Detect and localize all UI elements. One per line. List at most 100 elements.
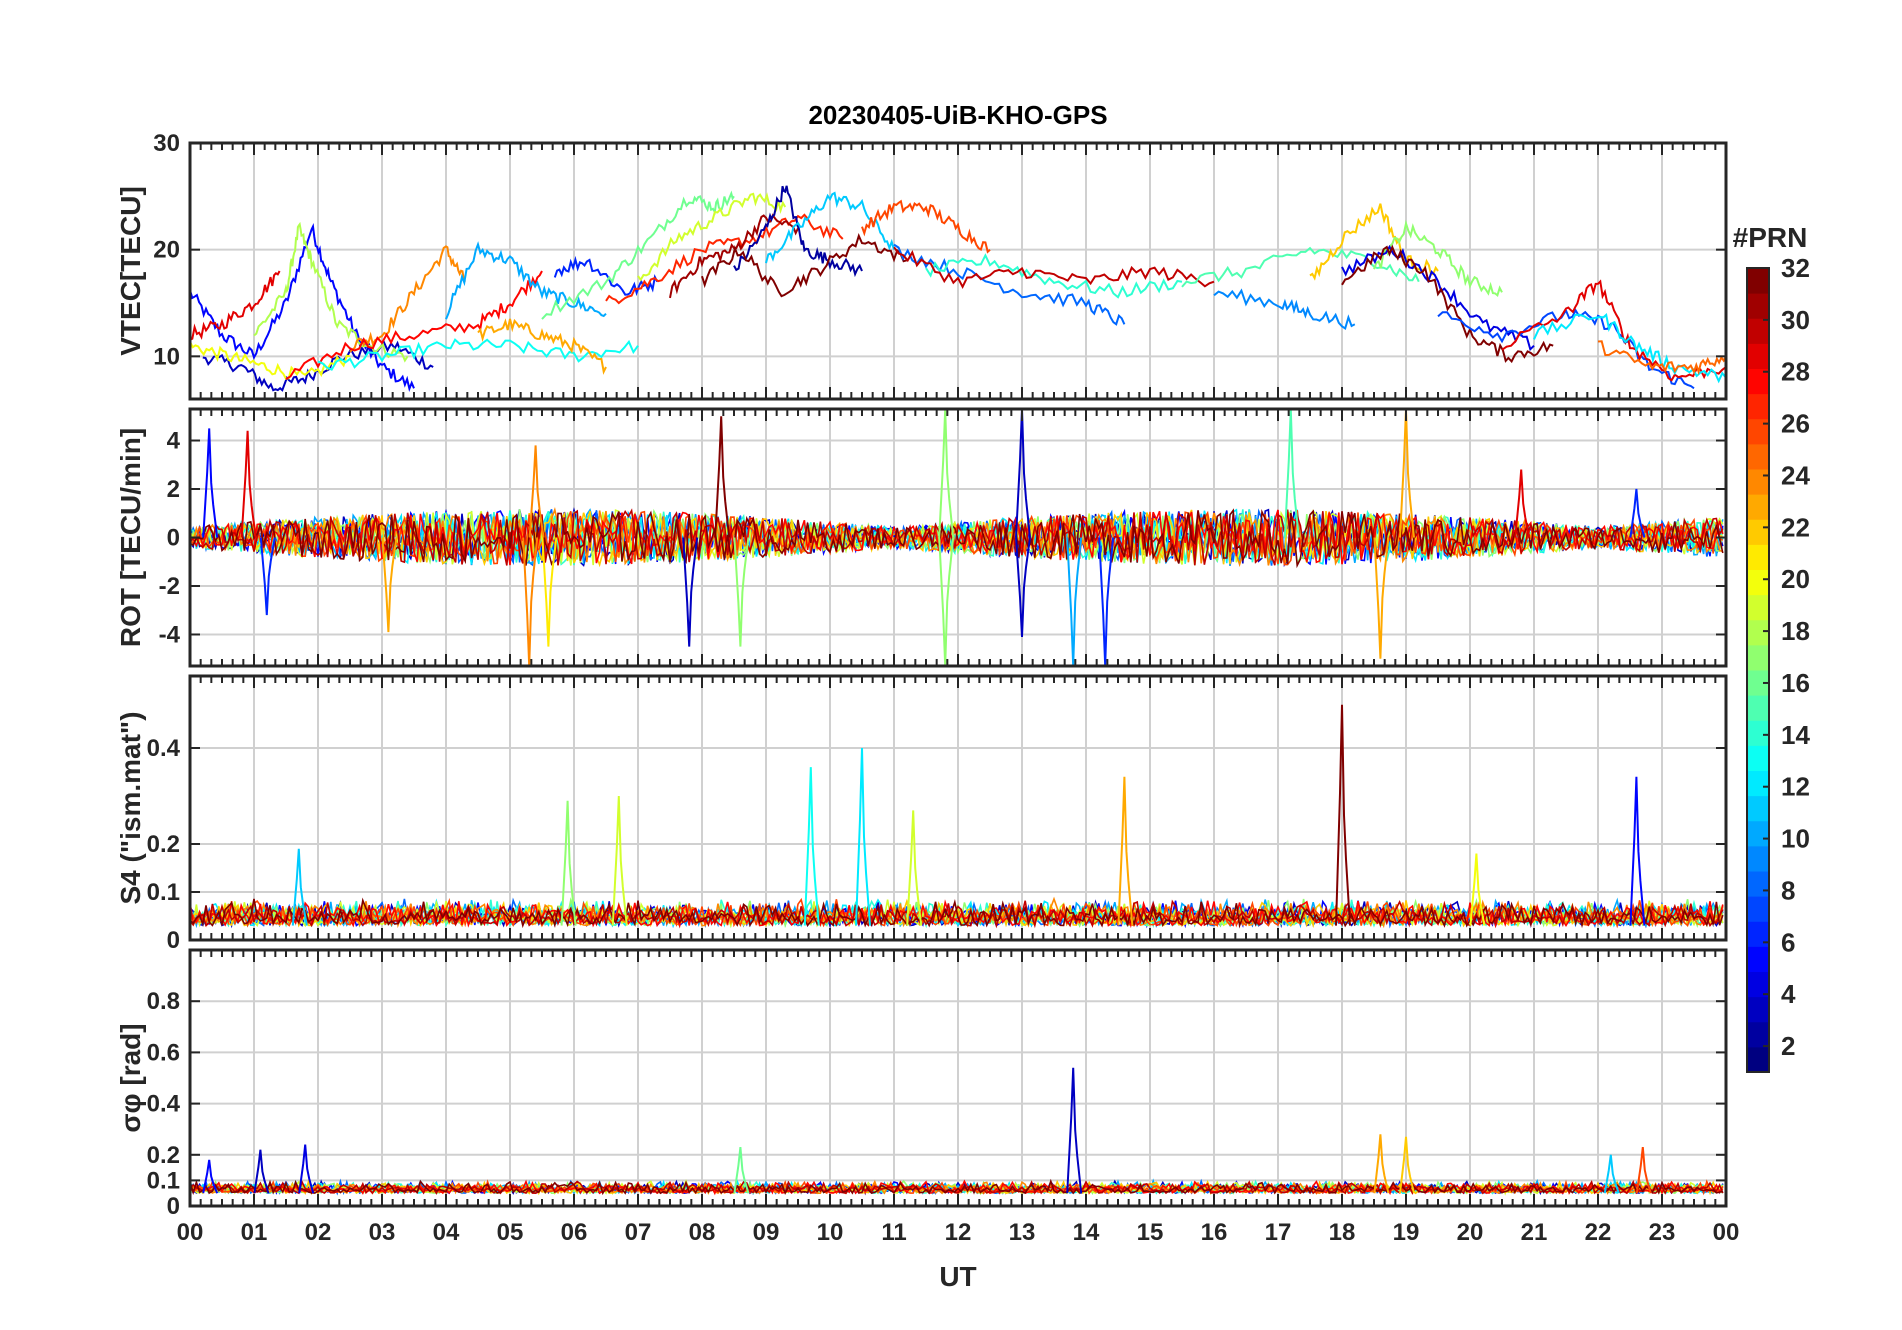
sigma-phi-panel: 00.10.2 0.4 0.6 0.8σφ [rad] xyxy=(115,948,1728,1220)
series-line xyxy=(445,241,607,320)
noise-trace xyxy=(190,899,1724,929)
y-tick-label: 20 xyxy=(153,237,180,264)
spike xyxy=(611,795,628,926)
noise-trace xyxy=(190,508,1724,566)
spike xyxy=(1117,776,1134,926)
y-tick-label: 0.4 xyxy=(147,735,181,762)
grid xyxy=(190,142,1726,399)
colorbar-tick-label: 22 xyxy=(1781,512,1810,542)
colorbar-swatch xyxy=(1747,795,1769,822)
x-ticks xyxy=(189,676,1727,940)
x-tick-label: 23 xyxy=(1649,1219,1676,1246)
series-line xyxy=(861,199,991,254)
x-axis-label: UT xyxy=(939,1261,976,1292)
colorbar-swatch xyxy=(1747,293,1769,319)
colorbar-swatch xyxy=(1747,820,1769,847)
spike xyxy=(202,428,219,538)
y-tick-label: 0.1 xyxy=(147,1167,180,1194)
spike xyxy=(1629,776,1646,926)
y-axis-label: S4 ("ism.mat") xyxy=(115,711,146,904)
spike xyxy=(528,445,545,538)
y-tick-label: 0 xyxy=(167,927,180,954)
colorbar-swatch xyxy=(1747,1046,1769,1073)
x-tick-label: 08 xyxy=(689,1219,716,1246)
series-group xyxy=(190,704,1724,929)
x-tick-label: 15 xyxy=(1137,1219,1164,1246)
x-tick-label: 19 xyxy=(1393,1219,1420,1246)
noise-trace xyxy=(190,897,1724,929)
series-group xyxy=(190,185,1726,393)
x-tick-label: 10 xyxy=(817,1219,844,1246)
x-tick-label: 07 xyxy=(625,1219,652,1246)
x-tick-label: 01 xyxy=(241,1219,268,1246)
colorbar-swatch xyxy=(1747,343,1769,369)
spike xyxy=(1514,469,1531,538)
x-tick-label: 20 xyxy=(1457,1219,1484,1246)
grid xyxy=(190,950,1726,1207)
series-line xyxy=(1437,308,1695,390)
series-line xyxy=(190,341,351,380)
y-tick-label: 30 xyxy=(153,130,180,157)
colorbar-tick-label: 28 xyxy=(1781,357,1810,387)
spike xyxy=(1373,1134,1390,1194)
colorbar-swatch xyxy=(1747,971,1769,998)
spike xyxy=(1399,1136,1415,1194)
colorbar-swatch xyxy=(1747,644,1769,671)
colorbar-tick-label: 30 xyxy=(1781,305,1810,335)
noise-trace xyxy=(190,1178,1723,1196)
colorbar-swatch xyxy=(1747,745,1769,771)
colorbar-swatch xyxy=(1747,946,1769,972)
series-line xyxy=(893,246,1215,290)
spike xyxy=(298,1144,315,1194)
colorbar-tick-label: 4 xyxy=(1781,979,1796,1009)
y-tick-label: 0.2 xyxy=(147,1142,180,1169)
series-line xyxy=(202,339,434,392)
colorbar-swatch xyxy=(1747,494,1769,520)
series-line xyxy=(1181,246,1420,288)
series-line xyxy=(190,223,415,393)
colorbar-swatch xyxy=(1747,393,1769,420)
colorbar-swatch xyxy=(1747,845,1769,872)
colorbar-swatch xyxy=(1747,1021,1769,1048)
series-line xyxy=(541,190,735,320)
colorbar-tick-label: 6 xyxy=(1781,927,1795,957)
colorbar-swatch xyxy=(1747,594,1769,621)
y-tick-label: 0 xyxy=(167,1193,180,1220)
series-line xyxy=(253,221,409,363)
series-line xyxy=(1533,312,1726,384)
y-tick-label: -2 xyxy=(159,573,180,600)
y-tick-label: 4 xyxy=(167,428,181,455)
spike xyxy=(1098,537,1115,666)
series-line xyxy=(1373,219,1503,298)
x-tick-label: 03 xyxy=(369,1219,396,1246)
colorbar-tick-label: 8 xyxy=(1781,875,1795,905)
x-tick-label: 18 xyxy=(1329,1219,1356,1246)
rot-panel: -4 -2 0 2 4 ROT [TECU/min] xyxy=(115,407,1728,668)
spike xyxy=(1283,409,1300,538)
spike xyxy=(733,537,750,647)
x-tick-label: 11 xyxy=(881,1219,906,1246)
x-tick-label: 22 xyxy=(1585,1219,1612,1246)
series-line xyxy=(190,270,281,341)
x-ticks xyxy=(189,143,1727,399)
series-line xyxy=(349,245,467,353)
colorbar-swatch xyxy=(1747,770,1769,797)
spike xyxy=(1373,537,1390,659)
spike xyxy=(1066,537,1083,666)
series-line xyxy=(1501,279,1726,382)
spike xyxy=(541,537,558,647)
x-ticks xyxy=(189,950,1727,1206)
colorbar-swatch xyxy=(1747,695,1769,721)
colorbar-swatch xyxy=(1747,921,1769,947)
s4-panel: 0 0.1 0.2 0.4S4 ("ism.mat") xyxy=(115,674,1728,954)
colorbar-swatch xyxy=(1747,443,1769,470)
y-tick-label: 0 xyxy=(167,525,180,552)
colorbar-tick-label: 2 xyxy=(1781,1031,1795,1061)
noise-trace xyxy=(190,1179,1724,1195)
x-tick-label: 16 xyxy=(1201,1219,1228,1246)
spike xyxy=(259,537,276,616)
spike xyxy=(522,537,539,666)
y-tick-label: 10 xyxy=(153,343,180,370)
